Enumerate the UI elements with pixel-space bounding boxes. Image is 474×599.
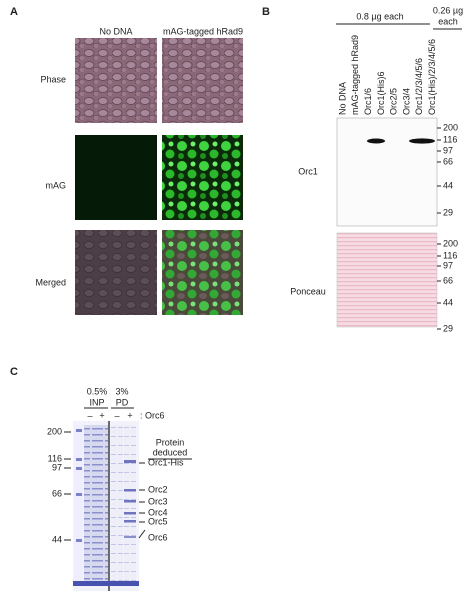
marker-label: 29 bbox=[443, 323, 453, 333]
protein-label: Orc3 bbox=[148, 496, 168, 506]
sign-label: : Orc6 bbox=[140, 410, 165, 420]
marker-label: 66 bbox=[52, 488, 62, 498]
sample-label: 0.5% bbox=[87, 386, 108, 396]
micrograph bbox=[75, 135, 157, 220]
marker-label: 200 bbox=[443, 238, 458, 248]
marker-label: 116 bbox=[443, 250, 457, 260]
lane-label: Orc1/2/3/4/5/6 bbox=[414, 58, 424, 115]
band bbox=[367, 138, 385, 144]
row-label: Merged bbox=[35, 277, 66, 287]
protein-label: Orc4 bbox=[148, 507, 168, 517]
protein-label: Orc1-His bbox=[148, 457, 184, 467]
micrograph bbox=[162, 38, 243, 123]
protein-tick bbox=[138, 529, 146, 539]
sample-label: PD bbox=[116, 397, 129, 407]
row-label: Phase bbox=[40, 74, 66, 84]
lane-label: No DNA bbox=[337, 82, 347, 115]
group-label: each bbox=[438, 16, 458, 26]
blot-label: Ponceau bbox=[290, 286, 326, 296]
panel-label: B bbox=[262, 6, 270, 18]
band bbox=[409, 138, 435, 144]
protein-label: Orc6 bbox=[148, 532, 168, 542]
sign: – bbox=[87, 410, 92, 420]
lane-label: Orc1(His)/2/3/4/5/6 bbox=[427, 39, 437, 115]
marker-label: 44 bbox=[52, 534, 62, 544]
marker-label: 97 bbox=[443, 145, 453, 155]
gel-lane bbox=[96, 425, 108, 585]
marker-label: 200 bbox=[443, 122, 458, 132]
header: Protein bbox=[156, 437, 185, 447]
gel-lane bbox=[84, 425, 96, 585]
marker-label: 44 bbox=[443, 297, 453, 307]
marker-label: 29 bbox=[443, 207, 453, 217]
group-label: 0.26 µg bbox=[433, 5, 463, 15]
column-label: No DNA bbox=[99, 26, 132, 36]
marker-label: 44 bbox=[443, 180, 453, 190]
marker-label: 66 bbox=[443, 156, 453, 166]
header: deduced bbox=[153, 447, 188, 457]
protein-label: Orc2 bbox=[148, 484, 168, 494]
lane-label: Orc3/4 bbox=[401, 88, 411, 115]
sample-label: 3% bbox=[115, 386, 128, 396]
micrograph bbox=[162, 230, 243, 315]
micrograph bbox=[75, 230, 157, 315]
blot bbox=[336, 117, 438, 227]
lane-label: Orc2/5 bbox=[389, 88, 399, 115]
panel-label: A bbox=[10, 6, 18, 18]
marker-label: 66 bbox=[443, 275, 453, 285]
micrograph bbox=[162, 135, 243, 220]
lane-label: mAG-tagged hRad9 bbox=[350, 35, 360, 115]
gel-lane bbox=[74, 425, 83, 585]
lane-label: Orc1/6 bbox=[363, 88, 373, 115]
sign: + bbox=[99, 410, 104, 420]
column-label: mAG-tagged hRad9 bbox=[163, 26, 243, 36]
gel-lane bbox=[124, 425, 136, 585]
lane-labels: No DNA mAG-tagged hRad9 Orc1/6 Orc1(His)6 Or… bbox=[337, 35, 437, 115]
micrograph bbox=[75, 38, 157, 123]
row-label: mAG bbox=[45, 180, 66, 190]
marker-label: 116 bbox=[443, 134, 457, 144]
sign: – bbox=[114, 410, 119, 420]
marker-label: 97 bbox=[52, 462, 62, 472]
lane-label: Orc1(His)6 bbox=[376, 71, 386, 115]
marker-label: 116 bbox=[48, 453, 62, 463]
protein-label: Orc5 bbox=[148, 516, 168, 526]
marker-label: 97 bbox=[443, 260, 453, 270]
marker-label: 200 bbox=[47, 426, 62, 436]
blot bbox=[336, 232, 438, 328]
sign: + bbox=[127, 410, 132, 420]
gel-lane bbox=[111, 425, 123, 585]
sample-label: INP bbox=[89, 397, 104, 407]
group-label: 0.8 µg each bbox=[356, 11, 403, 21]
panel-label: C bbox=[10, 366, 18, 378]
blot-label: Orc1 bbox=[298, 166, 318, 176]
